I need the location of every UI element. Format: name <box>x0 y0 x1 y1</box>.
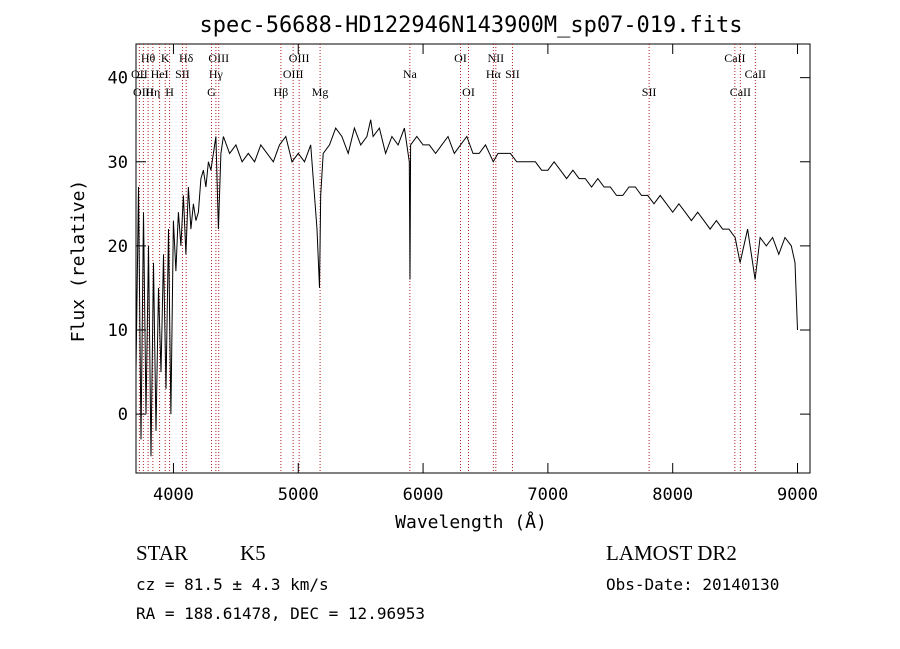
x-tick-label: 6000 <box>403 485 444 505</box>
subclass-label: K5 <box>240 541 266 565</box>
line-marker-label: H <box>165 85 174 99</box>
x-tick-label: 9000 <box>777 485 818 505</box>
x-tick-label: 5000 <box>278 485 319 505</box>
line-marker-label: Hγ <box>209 67 224 81</box>
line-marker-label: CaII <box>730 85 751 99</box>
line-marker-label: CaII <box>724 51 745 65</box>
chart-title: spec-56688-HD122946N143900M_sp07-019.fit… <box>199 13 742 38</box>
obs-date-text: Obs-Date: 20140130 <box>606 575 779 594</box>
line-marker-label: Hδ <box>179 51 194 65</box>
line-marker-label: OIII <box>133 85 154 99</box>
line-marker-label: SII <box>505 67 520 81</box>
survey-label: LAMOST DR2 <box>606 541 737 565</box>
cz-text: cz = 81.5 ± 4.3 km/s <box>136 575 329 594</box>
y-tick-label: 20 <box>108 237 128 257</box>
line-marker-label: OI <box>454 51 467 65</box>
line-marker-label: Hθ <box>141 51 156 65</box>
axis-ticks: 4000 5000 6000 7000 8000 9000 0 10 20 30 40 <box>108 44 818 505</box>
plot-frame <box>135 43 811 474</box>
line-marker-label: OI <box>462 85 475 99</box>
line-marker-label: Na <box>403 67 418 81</box>
line-marker-label: HeI <box>151 67 169 81</box>
x-tick-label: 8000 <box>652 485 693 505</box>
line-marker-label: SII <box>642 85 657 99</box>
x-tick-label: 7000 <box>527 485 568 505</box>
coords-text: RA = 188.61478, DEC = 12.96953 <box>136 604 425 623</box>
class-label: STAR <box>136 541 188 565</box>
line-marker-label: K <box>161 51 170 65</box>
line-marker-label: Hα <box>486 67 502 81</box>
y-tick-label: 0 <box>118 405 128 425</box>
line-marker-label: NII <box>488 51 505 65</box>
line-marker-label: CaII <box>745 67 766 81</box>
spectrum-line <box>135 119 798 457</box>
line-marker-label: G <box>207 85 216 99</box>
line-marker-label: Hη <box>145 85 160 99</box>
line-marker-label: OIII <box>289 51 310 65</box>
line-marker-label: OIII <box>208 51 229 65</box>
line-marker-label: OIII <box>283 67 304 81</box>
line-marker-label: Hβ <box>274 85 289 99</box>
line-marker-label: Mg <box>312 85 329 99</box>
y-tick-label: 10 <box>108 321 128 341</box>
line-marker-label: OII <box>131 67 148 81</box>
x-axis-label: Wavelength (Å) <box>395 511 547 533</box>
y-tick-label: 30 <box>108 153 128 173</box>
y-tick-label: 40 <box>108 69 128 89</box>
y-axis-label: Flux (relative) <box>68 180 89 343</box>
x-tick-label: 4000 <box>153 485 194 505</box>
line-marker-label: SII <box>175 67 190 81</box>
